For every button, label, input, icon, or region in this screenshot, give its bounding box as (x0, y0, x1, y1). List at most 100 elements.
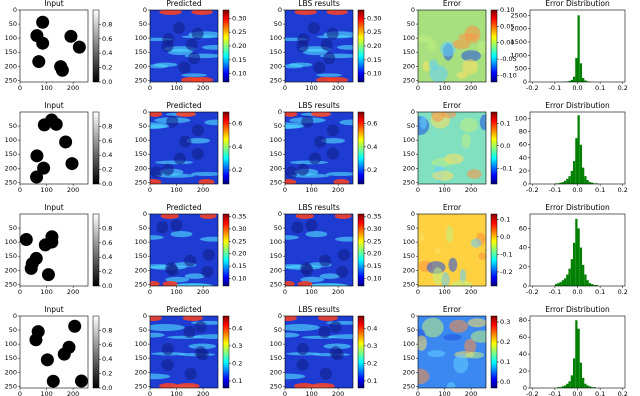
highlight (150, 332, 165, 338)
highlight (200, 236, 218, 242)
hotspot (285, 316, 297, 321)
colorbar-tick-label: 0.15 (367, 56, 381, 64)
highlight (181, 73, 208, 77)
inclusion (45, 230, 59, 244)
histogram-bar (579, 247, 583, 286)
x-tick-label: 200 (197, 390, 209, 396)
axes-frame (19, 315, 89, 389)
histogram-bar (554, 183, 558, 184)
y-tick-label: 60 (519, 141, 527, 149)
y-tick-label: 200 (403, 164, 415, 172)
x-tick-label: 0.2 (618, 186, 628, 194)
texture (459, 268, 467, 284)
y-tick-label: 0 (143, 210, 147, 218)
colorbar-tick-label: 0.4 (102, 253, 112, 261)
x-tick-label: 0 (148, 390, 152, 396)
y-tick-label: 50 (407, 224, 415, 232)
histogram-bar (563, 180, 567, 184)
colorbar-tick-label: 0.15 (232, 56, 246, 64)
dark-region (161, 163, 174, 176)
inclusion (31, 325, 45, 339)
dark-region (318, 325, 331, 338)
hotspot (191, 77, 214, 82)
highlight (323, 343, 352, 350)
histogram-bar (588, 386, 592, 388)
y-tick-label: 80 (519, 316, 527, 324)
histogram-bar (595, 285, 598, 286)
x-tick-label: -0.1 (549, 84, 562, 92)
colorbar-tick-label: 0.1 (500, 119, 510, 127)
hotspot (326, 10, 348, 15)
x-tick-label: 100 (438, 186, 450, 194)
dark-region (185, 38, 198, 51)
histogram-bar (577, 328, 580, 388)
dark-region (161, 343, 174, 356)
x-tick-label: 200 (67, 288, 79, 296)
colorbar-tick-label: 0.25 (232, 237, 246, 245)
histogram-bar (563, 278, 567, 286)
dark-region (150, 166, 163, 179)
colorbar (357, 9, 365, 83)
colorbar-tick-label: 0.15 (232, 262, 246, 270)
colorbar (222, 111, 230, 185)
y-tick-label: 100 (403, 136, 415, 144)
dark-region (307, 21, 320, 34)
y-tick-label: 0 (278, 108, 282, 116)
x-tick-label: 100 (438, 288, 450, 296)
dark-region (296, 358, 309, 371)
colorbar-tick-label: -0.10 (500, 71, 517, 79)
y-tick-label: 150 (403, 354, 415, 362)
y-tick-label: 150 (270, 354, 282, 362)
panel-title: Error Distribution (545, 101, 610, 110)
texture (440, 272, 450, 286)
hotspot (311, 383, 335, 388)
y-tick-label: 40 (519, 244, 527, 252)
colorbar-tick-label: -0.1 (500, 164, 513, 172)
y-tick-label: 0 (411, 108, 415, 116)
y-tick-label: 200 (270, 164, 282, 172)
axes-frame (19, 213, 89, 287)
texture (418, 368, 430, 385)
histogram-bar (570, 79, 573, 82)
dark-region (313, 61, 326, 74)
histogram-bar (575, 218, 578, 286)
texture (453, 353, 469, 374)
x-tick-label: -0.2 (526, 288, 539, 296)
y-tick-label: 50 (274, 224, 282, 232)
axes-frame (284, 111, 354, 185)
x-tick-label: 200 (197, 186, 209, 194)
y-tick-label: 50 (139, 122, 147, 130)
colorbar-tick-label: 0.6 (102, 137, 112, 145)
dark-region (326, 27, 339, 40)
y-tick-label: 200 (135, 164, 147, 172)
y-tick-label: 100 (403, 238, 415, 246)
image (20, 316, 88, 388)
x-tick-label: 0.2 (618, 390, 628, 396)
texture (429, 65, 448, 82)
highlight (339, 119, 353, 126)
y-tick-label: 150 (403, 150, 415, 158)
y-tick-label: 150 (5, 252, 17, 260)
y-tick-label: 60 (519, 333, 527, 341)
texture (470, 330, 486, 343)
colorbar-tick-label: 0.0 (500, 233, 510, 241)
highlight (190, 171, 218, 176)
histogram-bar (584, 274, 587, 286)
highlight (170, 231, 193, 238)
image-bg (418, 214, 486, 286)
histogram-bar (575, 58, 578, 82)
dark-region (179, 135, 192, 148)
colorbar-tick-label: 0.30 (367, 225, 381, 233)
inclusion (20, 233, 33, 247)
texture (418, 35, 433, 43)
hotspot (199, 214, 217, 219)
dark-region (285, 166, 298, 179)
histogram-bar (559, 282, 562, 286)
y-tick-label: 100 (135, 34, 147, 42)
colorbar-tick-label: 0.20 (367, 250, 381, 258)
dark-region (300, 262, 313, 275)
y-tick-label: 100 (515, 115, 527, 123)
y-tick-label: 100 (270, 34, 282, 42)
hotspot (191, 10, 213, 15)
dark-region (191, 147, 204, 160)
